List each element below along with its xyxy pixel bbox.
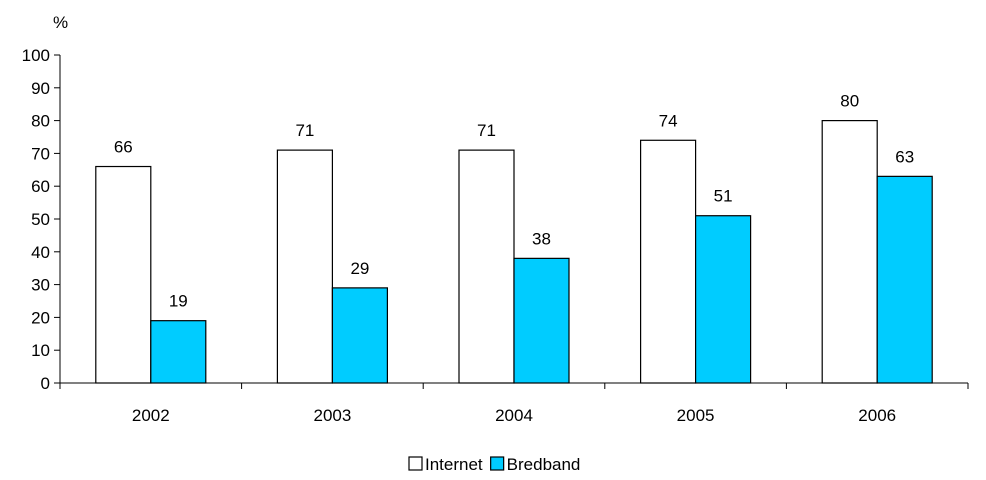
- bar-internet-2005: [639, 139, 697, 384]
- data-label-internet-2005: 74: [659, 111, 678, 130]
- data-label-internet-2004: 71: [477, 121, 496, 140]
- data-labels: 66 19 71 29 71 38 74 51 80 63: [114, 92, 914, 311]
- legend: Internet Bredband: [408, 455, 581, 474]
- bar-bredband-2005: [694, 215, 752, 384]
- bar-bredband-2002: [150, 320, 207, 384]
- bar-internet-2002: [95, 165, 152, 384]
- data-label-bredband-2006: 63: [895, 147, 914, 166]
- bars: [95, 119, 933, 384]
- x-axis: 2002 2003 2004 2005 2006: [59, 382, 969, 425]
- bar-bredband-2003: [331, 287, 388, 384]
- y-axis-unit-label: %: [53, 13, 68, 32]
- y-axis: 0 10 20 30 40 50 60 70 80 90 100: [22, 46, 61, 393]
- y-tick-label: 90: [31, 79, 50, 98]
- x-category-label: 2005: [677, 406, 715, 425]
- y-tick-label: 30: [31, 276, 50, 295]
- data-label-bredband-2003: 29: [350, 259, 369, 278]
- data-label-bredband-2005: 51: [714, 187, 733, 206]
- y-tick-label: 70: [31, 144, 50, 163]
- data-label-internet-2003: 71: [295, 121, 314, 140]
- y-tick-label: 50: [31, 210, 50, 229]
- y-tick-label: 80: [31, 112, 50, 131]
- y-tick-label: 100: [22, 46, 50, 65]
- legend-label-internet: Internet: [425, 455, 483, 474]
- y-tick-label: 40: [31, 243, 50, 262]
- bar-internet-2006: [821, 119, 878, 384]
- y-tick-label: 60: [31, 177, 50, 196]
- y-tick-label: 10: [31, 341, 50, 360]
- y-tick-label: 20: [31, 308, 50, 327]
- y-tick-label: 0: [41, 374, 50, 393]
- x-category-label: 2006: [858, 406, 896, 425]
- data-label-bredband-2004: 38: [532, 229, 551, 248]
- legend-swatch-internet: [408, 456, 423, 471]
- data-label-bredband-2002: 19: [169, 292, 188, 311]
- x-category-label: 2003: [313, 406, 351, 425]
- data-label-internet-2006: 80: [840, 92, 859, 111]
- data-label-internet-2002: 66: [114, 138, 133, 157]
- bar-internet-2004: [458, 149, 515, 384]
- legend-label-bredband: Bredband: [507, 455, 581, 474]
- bar-bredband-2004: [513, 257, 570, 384]
- x-category-label: 2004: [495, 406, 533, 425]
- bar-internet-2003: [276, 149, 333, 384]
- legend-swatch-bredband: [490, 456, 505, 471]
- x-category-label: 2002: [132, 406, 170, 425]
- bar-bredband-2006: [876, 175, 933, 384]
